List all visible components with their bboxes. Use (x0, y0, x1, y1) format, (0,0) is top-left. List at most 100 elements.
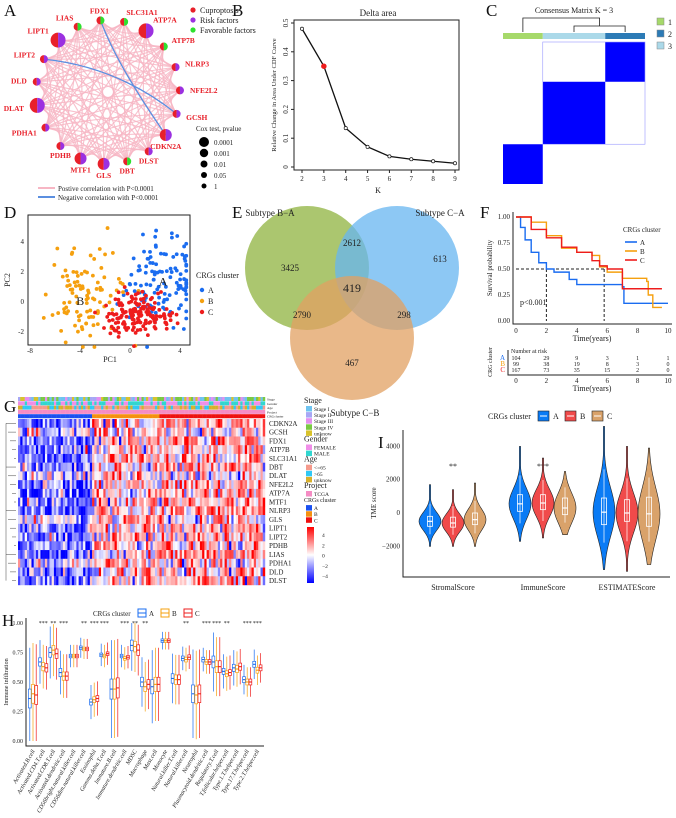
node-factor-half (37, 97, 45, 113)
node-pdha1: PDHA1 (12, 123, 50, 138)
legend-title: CRGs cluster (93, 610, 131, 618)
annotation-cell (38, 401, 41, 406)
heatmap-cell (208, 453, 212, 463)
heatmap-cell (74, 480, 77, 490)
heatmap-cell (85, 523, 88, 533)
annotation-cell (134, 414, 138, 419)
heatmap-cell (208, 515, 212, 525)
heatmap-cell (47, 471, 50, 481)
positive-edge (126, 30, 147, 162)
node-label: LIPT1 (27, 26, 49, 35)
heatmap-cell (22, 506, 25, 516)
heatmap-cell (249, 445, 252, 455)
heatmap-cell (58, 550, 61, 559)
annotation-cell (193, 397, 196, 401)
heatmap-cell (154, 445, 158, 455)
annotation-cell (121, 414, 124, 419)
heatmap-cell (74, 576, 77, 586)
heatmap-cell (141, 576, 144, 586)
heatmap-cell (256, 480, 259, 490)
point-cluster-a (129, 272, 134, 277)
heatmap-cell (159, 462, 162, 472)
heatmap-cell (179, 558, 183, 568)
legend-swatch (306, 430, 312, 436)
heatmap-cell (186, 471, 189, 481)
heatmap-cell (134, 488, 138, 498)
heatmap-cell (215, 471, 219, 481)
heatmap-cell (101, 558, 104, 568)
annotation-cell (107, 414, 111, 419)
heatmap-cell (80, 567, 84, 577)
heatmap-cell (220, 462, 223, 472)
annotation-cell (20, 405, 23, 410)
risk-x-tick-label: 6 (605, 377, 609, 385)
heatmap-cell (175, 541, 178, 551)
risk-count: 38 (543, 362, 549, 368)
heatmap-cell (42, 523, 46, 533)
annotation-cell (238, 397, 241, 401)
heatmap-cell (148, 445, 151, 455)
annotation-cell (154, 397, 158, 401)
heatmap-cell (107, 541, 111, 551)
heatmap-cell (33, 436, 37, 446)
positive-edge (123, 21, 178, 115)
heatmap-cell (60, 506, 64, 516)
point-cluster-a (170, 235, 174, 240)
heatmap-cell (229, 453, 232, 463)
heatmap-cell (195, 550, 198, 559)
legend-title: Stage (304, 396, 322, 405)
heatmap-cell (92, 541, 95, 551)
annotation-cell (208, 409, 212, 414)
heatmap-cell (128, 558, 131, 568)
heatmap-cell (244, 445, 248, 455)
heatmap-cell (128, 427, 131, 437)
heatmap-cell (145, 462, 149, 472)
heatmap-cell (98, 436, 102, 446)
node-cuproptosis-half (171, 63, 176, 72)
heatmap-cell (231, 419, 234, 428)
heatmap-cell (184, 488, 187, 498)
heatmap-cell (101, 506, 104, 516)
heatmap-cell (159, 550, 162, 559)
heatmap-cell (157, 515, 160, 525)
heatmap-cell (71, 462, 75, 472)
heatmap-cell (56, 471, 59, 481)
heatmap-cell (179, 445, 183, 455)
heatmap-cell (179, 488, 183, 498)
heatmap-cell (125, 523, 129, 533)
heatmap-cell (163, 532, 167, 542)
annotation-cell (222, 401, 225, 406)
annotation-cell (121, 401, 124, 406)
heatmap-cell (172, 567, 176, 577)
heatmap-cell (18, 453, 21, 463)
heatmap-cell (256, 506, 259, 516)
heatmap-cell (253, 497, 257, 507)
annotation-cell (242, 401, 245, 406)
annotation-cell (202, 405, 205, 410)
annotation-cell (51, 401, 55, 406)
heatmap-cell (71, 523, 75, 533)
heatmap-cell (229, 427, 232, 437)
annotation-cell (110, 401, 113, 406)
heatmap-cell (96, 419, 100, 428)
heatmap-cell (40, 480, 43, 490)
annotation-cell (172, 397, 176, 401)
heatmap-cell (170, 419, 174, 428)
heatmap-cell (29, 488, 32, 498)
heatmap-cell (240, 532, 243, 542)
heatmap-cell (195, 453, 198, 463)
heatmap-cell (150, 480, 153, 490)
y-tick-label: 0.25 (13, 710, 24, 716)
point-cluster-c (157, 307, 162, 312)
heatmap-cell (49, 523, 52, 533)
heatmap-cell (139, 419, 142, 428)
point-cluster-b (92, 345, 97, 349)
heatmap-cell (114, 480, 117, 490)
heatmap-cell (114, 567, 117, 577)
heatmap-cell (98, 506, 102, 516)
annotation-cell (49, 414, 52, 419)
annotation-cell (247, 401, 250, 406)
heatmap-cell (159, 523, 162, 533)
heatmap-cell (260, 480, 263, 490)
heatmap-cell (76, 445, 79, 455)
